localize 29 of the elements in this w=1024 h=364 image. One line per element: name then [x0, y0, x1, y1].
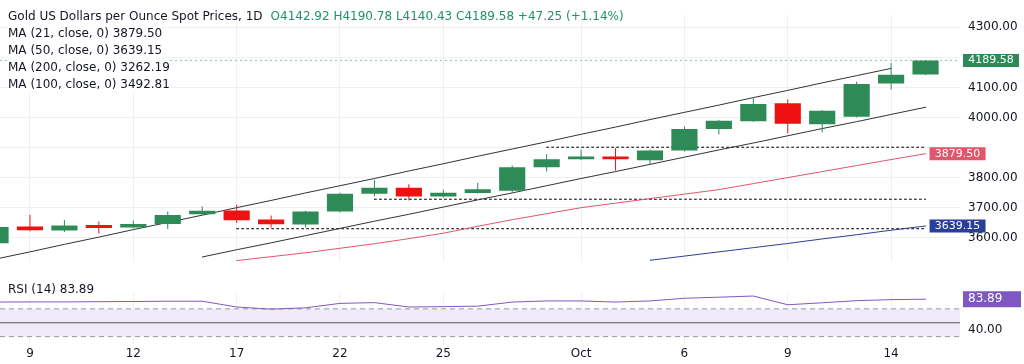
x-tick-label: 25: [435, 345, 451, 360]
y-tick-label: 4000.00: [968, 109, 1018, 124]
ref-line-label: 4189.58: [968, 53, 1014, 67]
annotation: MA (21, close, 0) 3879.50: [8, 25, 163, 42]
x-tick-label: 17: [229, 345, 245, 360]
y-tick-label: 3600.00: [968, 229, 1018, 244]
x-tick-label: Oct: [570, 345, 592, 360]
data-label: 3639.15: [934, 218, 981, 232]
y-tick-label: 3700.00: [968, 199, 1018, 214]
annotation: RSI (14) 83.89: [8, 281, 95, 298]
y-tick-label: 3800.00: [968, 169, 1018, 184]
chart-subtitle: O4142.92 H4190.78 L4140.43 C4189.58 +47.25 (+1.14%): [270, 9, 624, 23]
y-tick-label: 83.89: [968, 291, 1003, 306]
y-tick-label: 4100.00: [968, 79, 1018, 94]
x-tick-label: 6: [680, 345, 689, 360]
x-tick-label: 22: [332, 345, 348, 360]
candlestick: [85, 221, 112, 235]
y-tick-label: 4300.00: [968, 19, 1018, 34]
y-tick-label: 40.00: [968, 321, 1003, 336]
data-label: 3879.50: [934, 146, 981, 160]
annotation: MA (100, close, 0) 3492.81: [8, 76, 170, 93]
candlestick: [258, 214, 285, 229]
x-tick-label: 9: [783, 345, 792, 360]
x-tick-label: 14: [883, 345, 899, 360]
chart-title: Gold US Dollars per Ounce Spot Prices, 1D: [8, 9, 263, 23]
annotation: MA (50, close, 0) 3639.15: [8, 42, 163, 59]
x-tick-label: 9: [26, 345, 34, 360]
annotation: MA (200, close, 0) 3262.19: [8, 59, 170, 76]
x-tick-label: 12: [125, 345, 141, 360]
